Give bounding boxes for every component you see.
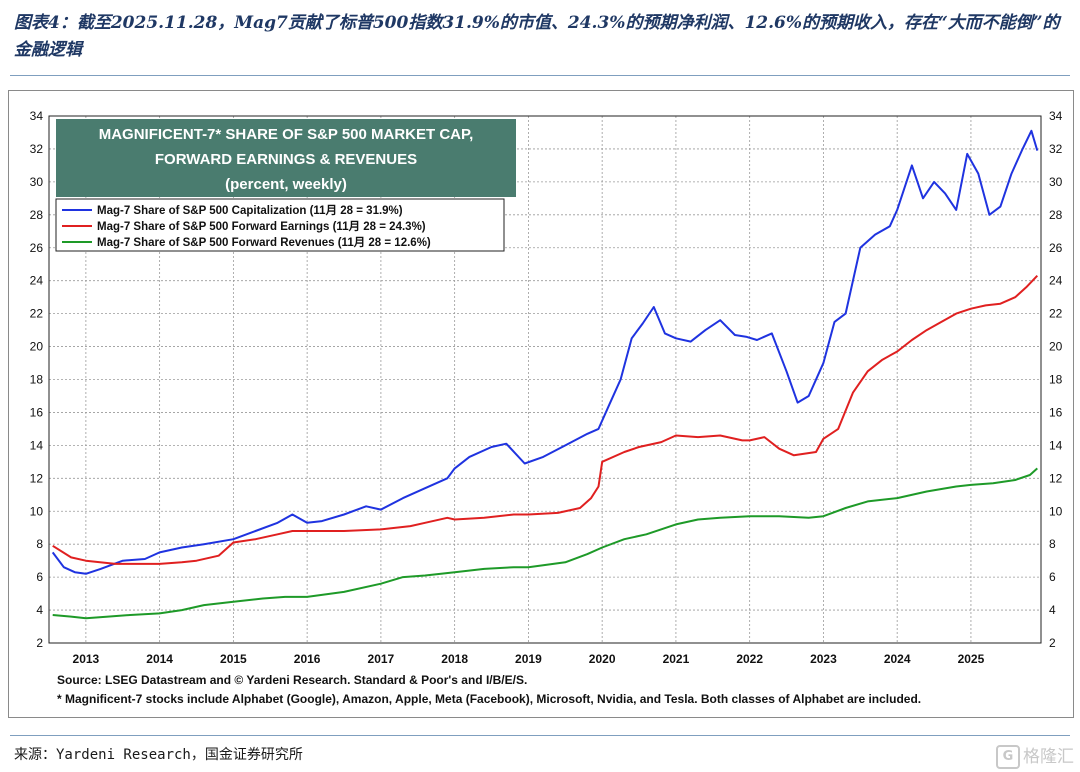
x-tick-label: 2025: [958, 652, 985, 666]
plot-frame: [48, 115, 1042, 644]
y-tick-label-left: 2: [36, 636, 43, 650]
title-divider: [10, 75, 1070, 76]
y-tick-label-left: 18: [30, 373, 44, 387]
y-tick-label-left: 8: [36, 537, 43, 551]
x-axis: 2013 2014 2015 2016 2017 2018 2019 2020 2021 2022…: [73, 652, 985, 666]
y-tick-label-right: 14: [1049, 438, 1063, 452]
chart-title-line: MAGNIFICENT-7* SHARE OF S&P 500 MARKET C…: [99, 126, 474, 143]
x-tick-label: 2020: [589, 652, 616, 666]
series-line: [52, 275, 1039, 565]
watermark-text: 格隆汇: [1023, 747, 1074, 767]
x-tick-label: 2014: [146, 652, 173, 666]
chart-legend: Mag-7 Share of S&P 500 Capitalization (1…: [55, 198, 505, 252]
y-tick-label-left: 10: [30, 504, 44, 518]
y-tick-label-left: 12: [30, 471, 44, 485]
y-tick-label-right: 10: [1049, 504, 1063, 518]
source-text-zh: 国金证券研究所: [204, 747, 303, 763]
y-tick-label-left: 4: [36, 603, 43, 617]
y-tick-label-right: 26: [1049, 241, 1063, 255]
y-tick-label-right: 18: [1049, 373, 1063, 387]
series-line: [52, 467, 1038, 620]
legend-label: Mag-7 Share of S&P 500 Forward Revenues …: [97, 236, 431, 249]
y-tick-label-left: 30: [30, 175, 44, 189]
plot-area-frame: [48, 115, 1042, 644]
y-tick-label-left: 32: [30, 142, 44, 156]
chart-footnote: * Magnificent-7 stocks include Alphabet …: [57, 692, 921, 706]
source-label: 来源：: [14, 747, 56, 763]
y-tick-label-right: 34: [1049, 109, 1063, 123]
series-line: [51, 129, 1039, 575]
x-tick-label: 2016: [294, 652, 321, 666]
x-tick-label: 2018: [441, 652, 468, 666]
report-title: 图表4：截至2025.11.28，Mag7贡献了标普500指数31.9%的市值、…: [14, 13, 1060, 60]
y-tick-label-left: 28: [30, 208, 44, 222]
y-tick-label-right: 16: [1049, 405, 1063, 419]
chart-title-box: MAGNIFICENT-7* SHARE OF S&P 500 MARKET C…: [56, 119, 516, 197]
y-tick-label-left: 24: [30, 274, 44, 288]
y-tick-label-right: 12: [1049, 471, 1063, 485]
y-tick-label-left: 20: [30, 340, 44, 354]
y-tick-label-right: 22: [1049, 307, 1063, 321]
x-tick-label: 2017: [368, 652, 395, 666]
report-source: 来源：Yardeni Research，国金证券研究所: [14, 744, 303, 764]
x-tick-label: 2024: [884, 652, 911, 666]
y-tick-label-right: 24: [1049, 274, 1063, 288]
y-tick-label-left: 22: [30, 307, 44, 321]
chart-title-line: (percent, weekly): [225, 176, 347, 193]
x-tick-label: 2021: [663, 652, 690, 666]
x-tick-label: 2022: [736, 652, 763, 666]
y-tick-label-right: 8: [1049, 537, 1056, 551]
y-tick-label-right: 20: [1049, 340, 1063, 354]
x-tick-label: 2015: [220, 652, 247, 666]
x-tick-label: 2023: [810, 652, 837, 666]
series-layer: [51, 129, 1039, 620]
y-tick-label-right: 6: [1049, 570, 1056, 584]
chart-footer: Source: LSEG Datastream and © Yardeni Re…: [57, 673, 921, 706]
legend-label: Mag-7 Share of S&P 500 Capitalization (1…: [97, 204, 403, 217]
watermark: G 格隆汇: [996, 742, 1074, 769]
legend-label: Mag-7 Share of S&P 500 Forward Earnings …: [97, 220, 426, 233]
source-text: Yardeni Research，: [56, 747, 205, 763]
legend-box: [55, 198, 505, 252]
x-tick-label: 2013: [73, 652, 100, 666]
chart-title-line: FORWARD EARNINGS & REVENUES: [155, 151, 417, 168]
y-tick-label-left: 16: [30, 405, 44, 419]
source-divider: [10, 735, 1070, 736]
y-tick-label-right: 32: [1049, 142, 1063, 156]
chart-title-background: [56, 119, 516, 197]
chart-container: 2 4 6 8 10 12 14 16 18 20 22 24 26 28 30 32 34 2 4 6 8 10 12 1…: [8, 90, 1074, 718]
y-tick-label-right: 4: [1049, 603, 1056, 617]
chart-source-line: Source: LSEG Datastream and © Yardeni Re…: [57, 673, 527, 687]
y-tick-label-left: 14: [30, 438, 44, 452]
y-tick-label-right: 28: [1049, 208, 1063, 222]
y-tick-label-left: 6: [36, 570, 43, 584]
y-tick-label-right: 2: [1049, 636, 1056, 650]
y-tick-label-left: 34: [30, 109, 44, 123]
watermark-logo-icon: G: [996, 745, 1020, 769]
x-tick-label: 2019: [515, 652, 542, 666]
y-tick-label-right: 30: [1049, 175, 1063, 189]
y-tick-label-left: 26: [30, 241, 44, 255]
